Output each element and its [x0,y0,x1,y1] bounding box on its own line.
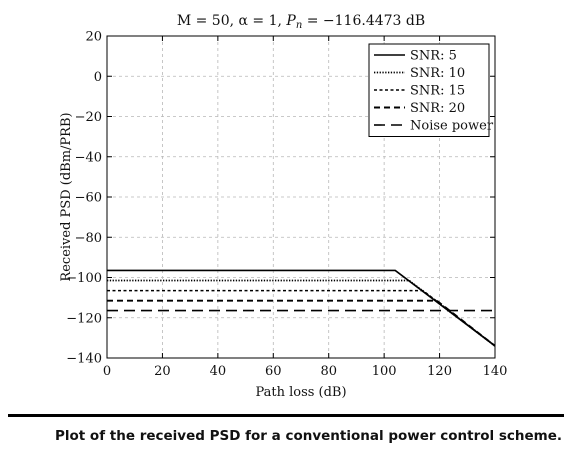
title-variable: P [285,13,296,29]
x-tick-label: 140 [483,364,508,379]
x-tick-label: 60 [265,364,282,379]
y-tick-label: 0 [94,70,102,85]
x-tick-label: 20 [154,364,171,379]
y-tick-label: −100 [66,271,102,286]
grid-lines [107,36,495,358]
y-axis-label: Received PSD (dBm/PRB) [59,112,74,281]
axis-ticks: 0 20 40 60 80 100 120 140 20 0 −20 −40 −60 −80 −100 −12… [66,30,507,380]
legend-label: Noise power [410,119,494,134]
y-tick-label: −120 [66,311,102,326]
legend: SNR: 5 SNR: 10 SNR: 15 SNR: 20 Noise power [368,43,494,137]
x-tick-label: 80 [320,364,337,379]
x-tick-label: 40 [210,364,227,379]
y-tick-label: −40 [75,150,102,165]
caption-rule [8,414,564,417]
y-tick-label: −140 [66,352,102,367]
title-prefix: M = 50, α = 1, [177,13,287,29]
x-tick-label: 120 [427,364,452,379]
y-tick-label: −60 [75,191,102,206]
series-lines [107,269,496,347]
legend-box [368,43,490,137]
series-line-1 [107,269,496,347]
y-tick-label: −20 [75,110,102,125]
y-tick-label: −80 [75,231,102,246]
x-tick-label: 0 [103,364,111,379]
series-line-4 [107,299,496,347]
title-suffix: = −116.4473 dB [302,13,425,29]
legend-label: SNR: 10 [410,66,465,81]
x-axis-label: Path loss (dB) [255,385,346,400]
legend-label: SNR: 5 [410,49,457,64]
legend-label: SNR: 20 [410,101,465,116]
figure-caption: Plot of the received PSD for a conventio… [54,428,562,444]
x-tick-label: 100 [372,364,397,379]
chart-title: M = 50, α = 1, Pn = −116.4473 dB [177,13,425,31]
psd-chart: M = 50, α = 1, Pn = −116.4473 dB 0 20 40 60… [59,13,507,400]
y-tick-label: 20 [85,30,102,45]
series-line-3 [107,289,496,347]
legend-label: SNR: 15 [410,84,465,99]
title-subscript: n [296,20,302,31]
